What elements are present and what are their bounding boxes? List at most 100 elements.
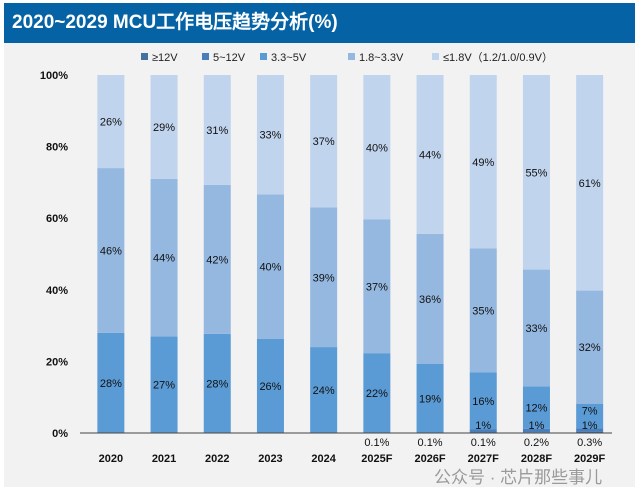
y-tick-label: 80%: [46, 142, 68, 154]
bar-segment: [256, 194, 284, 339]
data-label: 35%: [472, 305, 494, 317]
bar-segment: [469, 75, 497, 249]
y-tick-label: 0%: [52, 428, 68, 440]
bar-segment: [576, 290, 604, 404]
data-label: 42%: [206, 254, 228, 266]
data-label: 24%: [313, 385, 335, 397]
bar-segment: [150, 75, 178, 179]
data-label: 33%: [525, 323, 547, 335]
data-label: 37%: [366, 281, 388, 293]
bar-segment: [97, 332, 125, 433]
bar-segment: [576, 75, 604, 291]
legend-swatch: [141, 53, 148, 60]
bar-segment: [469, 429, 497, 433]
data-label: 28%: [206, 378, 228, 390]
chart-panel: 2020~2029 MCU工作电压趋势分析(%) ≥12V 5~12V 3.3~5V…: [4, 3, 635, 487]
legend-label: ≥12V: [152, 52, 178, 64]
data-label: 40%: [259, 262, 281, 274]
bar-segment: [256, 75, 284, 195]
data-label: 37%: [313, 136, 335, 148]
data-label: 0.1%: [418, 437, 443, 449]
bar-segment: [416, 364, 444, 433]
bar-segment: [203, 184, 231, 334]
x-tick-label: 2021: [152, 453, 176, 465]
data-label: 44%: [153, 253, 175, 265]
legend-label: 1.8~3.3V: [359, 52, 404, 64]
data-label: 22%: [366, 388, 388, 400]
data-label: 1%: [475, 420, 491, 432]
bar-segment: [416, 75, 444, 234]
legend-label: 3.3~5V: [271, 52, 307, 64]
bar-segment: [310, 75, 338, 208]
x-tick-label: 2026F: [414, 453, 445, 465]
data-label: 36%: [419, 294, 441, 306]
y-tick-label: 100%: [40, 70, 68, 82]
bar-segment: [576, 431, 604, 433]
legend-swatch: [348, 53, 355, 60]
bar-segment: [416, 233, 444, 365]
data-label: 27%: [153, 380, 175, 392]
data-label: 28%: [100, 378, 122, 390]
bar-segment: [576, 428, 604, 432]
x-tick-label: 2029F: [574, 453, 605, 465]
watermark: 公众号 · 芯片那些事儿: [434, 468, 602, 487]
legend-label: 5~12V: [213, 52, 246, 64]
data-label: 12%: [525, 403, 547, 415]
bar-segment: [469, 372, 497, 430]
data-label: 1%: [529, 420, 545, 432]
bar-segment: [97, 75, 125, 169]
bar-segment: [256, 338, 284, 433]
x-tick-label: 2025F: [361, 453, 392, 465]
y-tick-label: 40%: [46, 285, 68, 297]
legend-label: ≤1.8V（1.2/1.0/0.9V）: [443, 51, 553, 64]
data-label: 19%: [419, 393, 441, 405]
x-tick-label: 2022: [205, 453, 229, 465]
data-label: 32%: [579, 342, 601, 354]
data-label: 31%: [206, 125, 228, 137]
chart-title: 2020~2029 MCU工作电压趋势分析(%): [4, 3, 635, 43]
data-label: 55%: [525, 167, 547, 179]
data-label: 0.3%: [577, 437, 602, 449]
bar-segment: [150, 178, 178, 337]
bar-segment: [97, 168, 125, 333]
data-label: 26%: [259, 381, 281, 393]
data-label: 7%: [582, 406, 598, 418]
data-label: 1%: [582, 420, 598, 432]
legend-swatch: [260, 53, 267, 60]
data-label: 33%: [259, 130, 281, 142]
data-label: 39%: [313, 272, 335, 284]
bar-segment: [469, 248, 497, 373]
bar-segment: [363, 219, 391, 354]
legend-swatch: [202, 53, 209, 60]
y-tick-label: 60%: [46, 213, 68, 225]
data-label: 44%: [419, 149, 441, 161]
data-label: 46%: [100, 245, 122, 257]
bar-segment: [522, 269, 550, 387]
x-tick-label: 2028F: [521, 453, 552, 465]
legend-swatch: [432, 53, 439, 60]
bar-segment: [363, 353, 391, 433]
bar-segment: [203, 75, 231, 185]
x-tick-label: 2023: [258, 453, 282, 465]
data-label: 26%: [100, 117, 122, 129]
bar-segment: [310, 207, 338, 348]
x-tick-label: 2027F: [468, 453, 499, 465]
bar-segment: [150, 336, 178, 433]
data-label: 0.1%: [471, 437, 496, 449]
bar-segment: [203, 333, 231, 433]
data-label: 16%: [472, 396, 494, 408]
stacked-bar-chart: ≥12V 5~12V 3.3~5V 1.8~3.3V ≤1.8V（1.2/1.0/0.9…: [40, 51, 612, 487]
data-label: 0.2%: [524, 437, 549, 449]
bar-segment: [522, 75, 550, 270]
bar-segment: [310, 347, 338, 433]
data-label: 61%: [579, 178, 601, 190]
data-label: 40%: [366, 142, 388, 154]
y-tick-label: 20%: [46, 356, 68, 368]
x-tick-label: 2024: [311, 453, 336, 465]
bar-segment: [522, 428, 550, 433]
bar-segment: [363, 75, 391, 220]
bar-segment: [576, 403, 604, 429]
data-label: 49%: [472, 157, 494, 169]
data-label: 0.1%: [364, 437, 389, 449]
x-tick-label: 2020: [99, 453, 123, 465]
